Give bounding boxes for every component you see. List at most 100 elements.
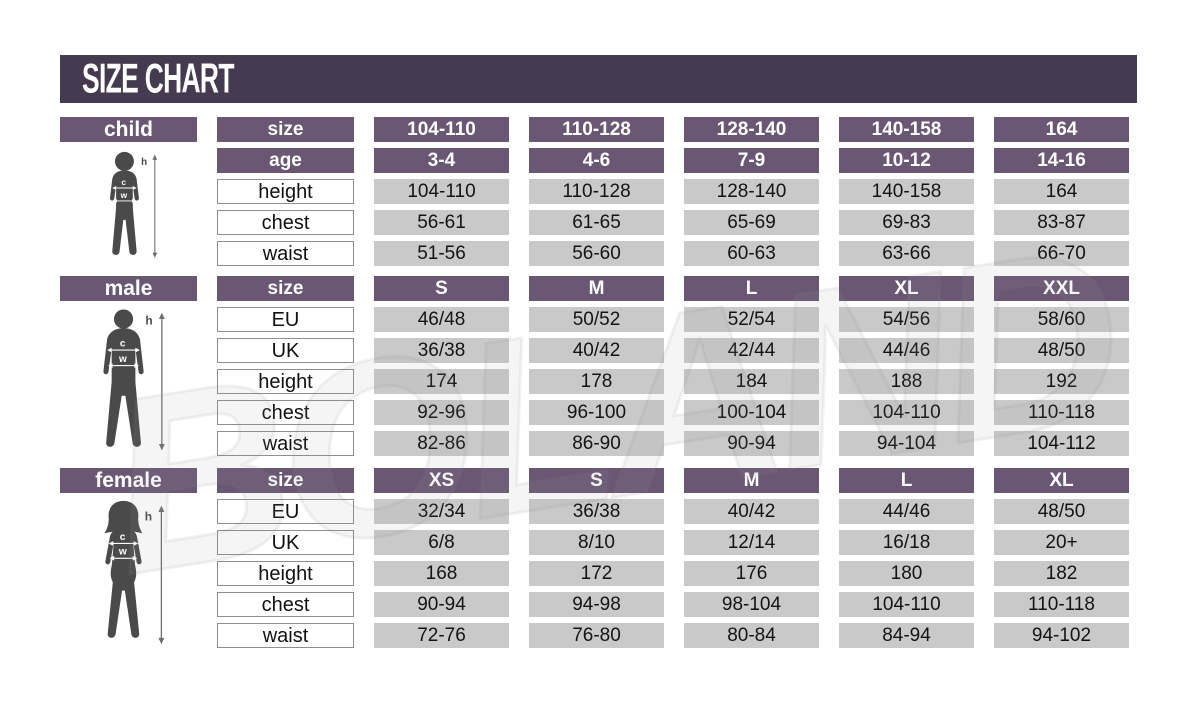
value-cell: 76-80 <box>529 623 664 648</box>
value-cell: 110-128 <box>529 179 664 204</box>
row-label-waist: waist <box>217 241 354 266</box>
header-value-cell: 110-128 <box>529 117 664 142</box>
value-cell: 182 <box>994 561 1129 586</box>
value-cell: 42/44 <box>684 338 819 363</box>
height-marker-label: h <box>144 509 151 523</box>
title-bar: SIZE CHART <box>60 55 1137 103</box>
value-cell: 56-61 <box>374 210 509 235</box>
header-value-cell: 14-16 <box>994 148 1129 173</box>
row-label-height: height <box>217 369 354 394</box>
header-value-cell: XS <box>374 468 509 493</box>
value-cell: 128-140 <box>684 179 819 204</box>
row-label-height: height <box>217 561 354 586</box>
waist-marker-label: w <box>117 353 126 364</box>
chest-marker-label: c <box>121 177 126 187</box>
value-cell: 40/42 <box>529 338 664 363</box>
value-cell: 80-84 <box>684 623 819 648</box>
value-cell: 84-94 <box>839 623 974 648</box>
row-label-uk: UK <box>217 530 354 555</box>
value-cell: 46/48 <box>374 307 509 332</box>
header-value-cell: L <box>839 468 974 493</box>
header-value-cell: XXL <box>994 276 1129 301</box>
value-cell: 8/10 <box>529 530 664 555</box>
section-female: female h c w size XS S M L XL EU 32/34 36/38 40/42 44/… <box>60 468 1129 648</box>
value-cell: 48/50 <box>994 499 1129 524</box>
value-cell: 98-104 <box>684 592 819 617</box>
value-cell: 60-63 <box>684 241 819 266</box>
value-cell: 104-110 <box>374 179 509 204</box>
chest-marker-label: c <box>119 338 125 349</box>
row-label-size: size <box>217 117 354 142</box>
row-label-height: height <box>217 179 354 204</box>
row-label-waist: waist <box>217 431 354 456</box>
value-cell: 110-118 <box>994 592 1129 617</box>
value-cell: 180 <box>839 561 974 586</box>
section-label-female: female <box>60 468 197 493</box>
value-cell: 56-60 <box>529 241 664 266</box>
value-cell: 90-94 <box>374 592 509 617</box>
value-cell: 100-104 <box>684 400 819 425</box>
value-cell: 94-98 <box>529 592 664 617</box>
value-cell: 104-112 <box>994 431 1129 456</box>
value-cell: 96-100 <box>529 400 664 425</box>
header-value-cell: 7-9 <box>684 148 819 173</box>
row-label-eu: EU <box>217 499 354 524</box>
value-cell: 51-56 <box>374 241 509 266</box>
waist-marker-label: w <box>119 190 127 200</box>
value-cell: 52/54 <box>684 307 819 332</box>
value-cell: 94-102 <box>994 623 1129 648</box>
value-cell: 90-94 <box>684 431 819 456</box>
value-cell: 12/14 <box>684 530 819 555</box>
section-label-child: child <box>60 117 197 142</box>
value-cell: 192 <box>994 369 1129 394</box>
waist-marker-label: w <box>117 546 126 557</box>
header-value-cell: 10-12 <box>839 148 974 173</box>
value-cell: 6/8 <box>374 530 509 555</box>
value-cell: 40/42 <box>684 499 819 524</box>
header-value-cell: XL <box>839 276 974 301</box>
value-cell: 58/60 <box>994 307 1129 332</box>
value-cell: 176 <box>684 561 819 586</box>
value-cell: 44/46 <box>839 499 974 524</box>
row-label-chest: chest <box>217 400 354 425</box>
value-cell: 184 <box>684 369 819 394</box>
header-value-cell: 3-4 <box>374 148 509 173</box>
value-cell: 86-90 <box>529 431 664 456</box>
header-value-cell: XL <box>994 468 1129 493</box>
value-cell: 104-110 <box>839 592 974 617</box>
chest-marker-label: c <box>119 531 125 542</box>
value-cell: 82-86 <box>374 431 509 456</box>
value-cell: 104-110 <box>839 400 974 425</box>
value-cell: 69-83 <box>839 210 974 235</box>
value-cell: 36/38 <box>374 338 509 363</box>
value-cell: 140-158 <box>839 179 974 204</box>
header-value-cell: L <box>684 276 819 301</box>
header-value-cell: M <box>684 468 819 493</box>
value-cell: 20+ <box>994 530 1129 555</box>
header-value-cell: 104-110 <box>374 117 509 142</box>
page-title: SIZE CHART <box>82 55 234 102</box>
section-male: male h c w size S M L XL XXL EU 46/48 50/52 52/54 54/5… <box>60 276 1129 456</box>
row-label-chest: chest <box>217 592 354 617</box>
value-cell: 32/34 <box>374 499 509 524</box>
value-cell: 174 <box>374 369 509 394</box>
value-cell: 172 <box>529 561 664 586</box>
value-cell: 65-69 <box>684 210 819 235</box>
row-label-waist: waist <box>217 623 354 648</box>
row-label-uk: UK <box>217 338 354 363</box>
row-label-size: size <box>217 276 354 301</box>
value-cell: 164 <box>994 179 1129 204</box>
value-cell: 83-87 <box>994 210 1129 235</box>
row-label-age: age <box>217 148 354 173</box>
header-value-cell: 4-6 <box>529 148 664 173</box>
value-cell: 36/38 <box>529 499 664 524</box>
header-value-cell: S <box>374 276 509 301</box>
value-cell: 66-70 <box>994 241 1129 266</box>
value-cell: 61-65 <box>529 210 664 235</box>
value-cell: 92-96 <box>374 400 509 425</box>
height-marker-label: h <box>145 313 152 327</box>
value-cell: 94-104 <box>839 431 974 456</box>
row-label-chest: chest <box>217 210 354 235</box>
